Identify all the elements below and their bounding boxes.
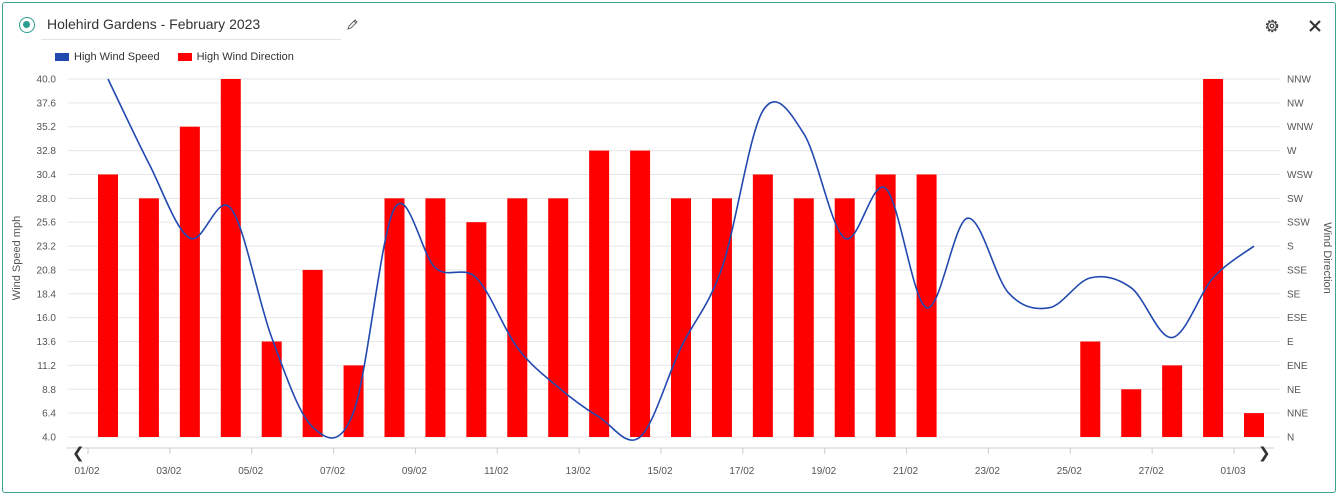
x-tick-label: 07/02 — [320, 466, 345, 477]
direction-bar — [425, 198, 446, 437]
right-tick-label: ESE — [1287, 313, 1307, 324]
direction-bar — [1080, 341, 1101, 437]
left-tick-label: 6.4 — [42, 409, 56, 420]
x-tick-label: 21/02 — [893, 466, 918, 477]
direction-bar — [875, 174, 896, 437]
legend-swatch-speed — [55, 53, 69, 61]
right-tick-label: WNW — [1287, 122, 1314, 133]
right-axis-title: Wind Direction — [1321, 222, 1333, 294]
x-axis-ticks: 01/02 03/02 05/02 07/02 09/02 11/02 13/02 15/02… — [74, 448, 1246, 477]
left-tick-label: 40.0 — [37, 75, 57, 86]
left-axis-ticks: 40.0 37.6 35.2 32.8 30.4 28.0 25.6 23.2 20.8 18.4… — [37, 75, 57, 444]
direction-bar — [630, 150, 651, 437]
direction-bar — [916, 174, 937, 437]
right-tick-label: NNE — [1287, 409, 1308, 420]
direction-bar — [671, 198, 691, 437]
direction-bar — [834, 198, 855, 437]
right-tick-label: NW — [1287, 98, 1304, 109]
left-tick-label: 13.6 — [37, 337, 57, 348]
left-tick-label: 35.2 — [37, 122, 57, 133]
direction-bar — [261, 341, 282, 437]
direction-bar — [1162, 365, 1183, 437]
left-tick-label: 32.8 — [37, 146, 57, 157]
radio-dot-icon — [19, 17, 35, 33]
x-tick-label: 03/02 — [156, 466, 181, 477]
x-tick-label: 17/02 — [729, 466, 754, 477]
direction-bar — [343, 365, 364, 437]
direction-bar — [589, 150, 610, 437]
x-tick-label: 01/02 — [74, 466, 99, 477]
direction-bar — [752, 174, 773, 437]
x-tick-label: 11/02 — [484, 466, 509, 477]
x-tick-label: 19/02 — [811, 466, 836, 477]
legend-swatch-direction — [177, 53, 192, 61]
right-axis-ticks: NNW NW WNW W WSW SW SSW S SSE SE ESE E ENE NE NNE N — [1287, 75, 1314, 444]
title-underline — [41, 39, 341, 40]
legend-label-direction: High Wind Direction — [196, 51, 294, 63]
right-tick-label: E — [1287, 337, 1294, 348]
right-tick-label: S — [1287, 242, 1294, 253]
left-tick-label: 4.0 — [42, 433, 56, 444]
x-tick-label: 01/03 — [1220, 466, 1245, 477]
right-tick-label: NNW — [1287, 75, 1311, 86]
legend-label-speed: High Wind Speed — [74, 51, 160, 63]
right-tick-label: ENE — [1287, 361, 1308, 372]
right-tick-label: SSW — [1287, 218, 1310, 229]
left-tick-label: 18.4 — [37, 289, 57, 300]
left-tick-label: 16.0 — [37, 313, 57, 324]
direction-bar — [1244, 413, 1264, 437]
left-axis-title: Wind Speed mph — [11, 216, 23, 300]
legend-item-speed[interactable]: High Wind Speed — [55, 51, 160, 63]
x-tick-label: 09/02 — [402, 466, 427, 477]
right-tick-label: N — [1287, 433, 1294, 444]
direction-bar — [220, 79, 241, 437]
close-icon[interactable] — [1307, 18, 1323, 34]
direction-bar — [1203, 79, 1224, 437]
x-tick-label: 23/02 — [975, 466, 1000, 477]
wind-speed-line — [107, 78, 1255, 441]
direction-bar — [302, 269, 323, 437]
left-tick-label: 8.8 — [42, 385, 56, 396]
direction-bar — [1121, 389, 1142, 437]
direction-bar — [507, 198, 528, 437]
x-tick-label: 15/02 — [647, 466, 672, 477]
right-tick-label: SE — [1287, 289, 1301, 300]
chart-title: Holehird Gardens - February 2023 — [47, 16, 261, 32]
right-tick-label: WSW — [1287, 170, 1313, 181]
legend-item-direction[interactable]: High Wind Direction — [177, 51, 294, 63]
direction-bar — [138, 198, 159, 437]
x-tick-label: 27/02 — [1139, 466, 1164, 477]
right-tick-label: W — [1287, 146, 1297, 157]
direction-bar — [179, 126, 200, 437]
scroll-right-arrow[interactable]: ❯ — [1258, 444, 1271, 462]
left-tick-label: 30.4 — [37, 170, 57, 181]
direction-bar — [793, 198, 814, 437]
x-tick-label: 13/02 — [566, 466, 591, 477]
pencil-icon[interactable] — [345, 18, 359, 32]
scroll-left-arrow[interactable]: ❮ — [72, 444, 85, 462]
x-tick-label: 05/02 — [238, 466, 263, 477]
left-tick-label: 23.2 — [37, 242, 57, 253]
direction-bar — [384, 198, 405, 437]
left-tick-label: 28.0 — [37, 194, 57, 205]
direction-bar — [98, 174, 118, 437]
direction-bar — [466, 222, 487, 437]
chart-legend: High Wind Speed High Wind Direction — [55, 51, 294, 63]
x-tick-label: 25/02 — [1057, 466, 1082, 477]
direction-bars — [98, 79, 1264, 437]
left-tick-label: 25.6 — [37, 218, 57, 229]
direction-bar — [711, 198, 732, 437]
left-tick-label: 37.6 — [37, 98, 57, 109]
direction-bar — [548, 198, 569, 437]
right-tick-label: SW — [1287, 194, 1304, 205]
right-tick-label: SSE — [1287, 265, 1307, 276]
left-tick-label: 11.2 — [37, 361, 56, 372]
right-tick-label: NE — [1287, 385, 1301, 396]
gear-icon[interactable] — [1263, 17, 1281, 35]
left-tick-label: 20.8 — [37, 265, 57, 276]
